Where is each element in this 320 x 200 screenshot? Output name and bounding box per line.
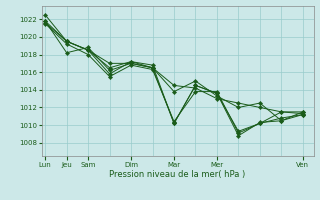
X-axis label: Pression niveau de la mer( hPa ): Pression niveau de la mer( hPa ) xyxy=(109,170,246,179)
